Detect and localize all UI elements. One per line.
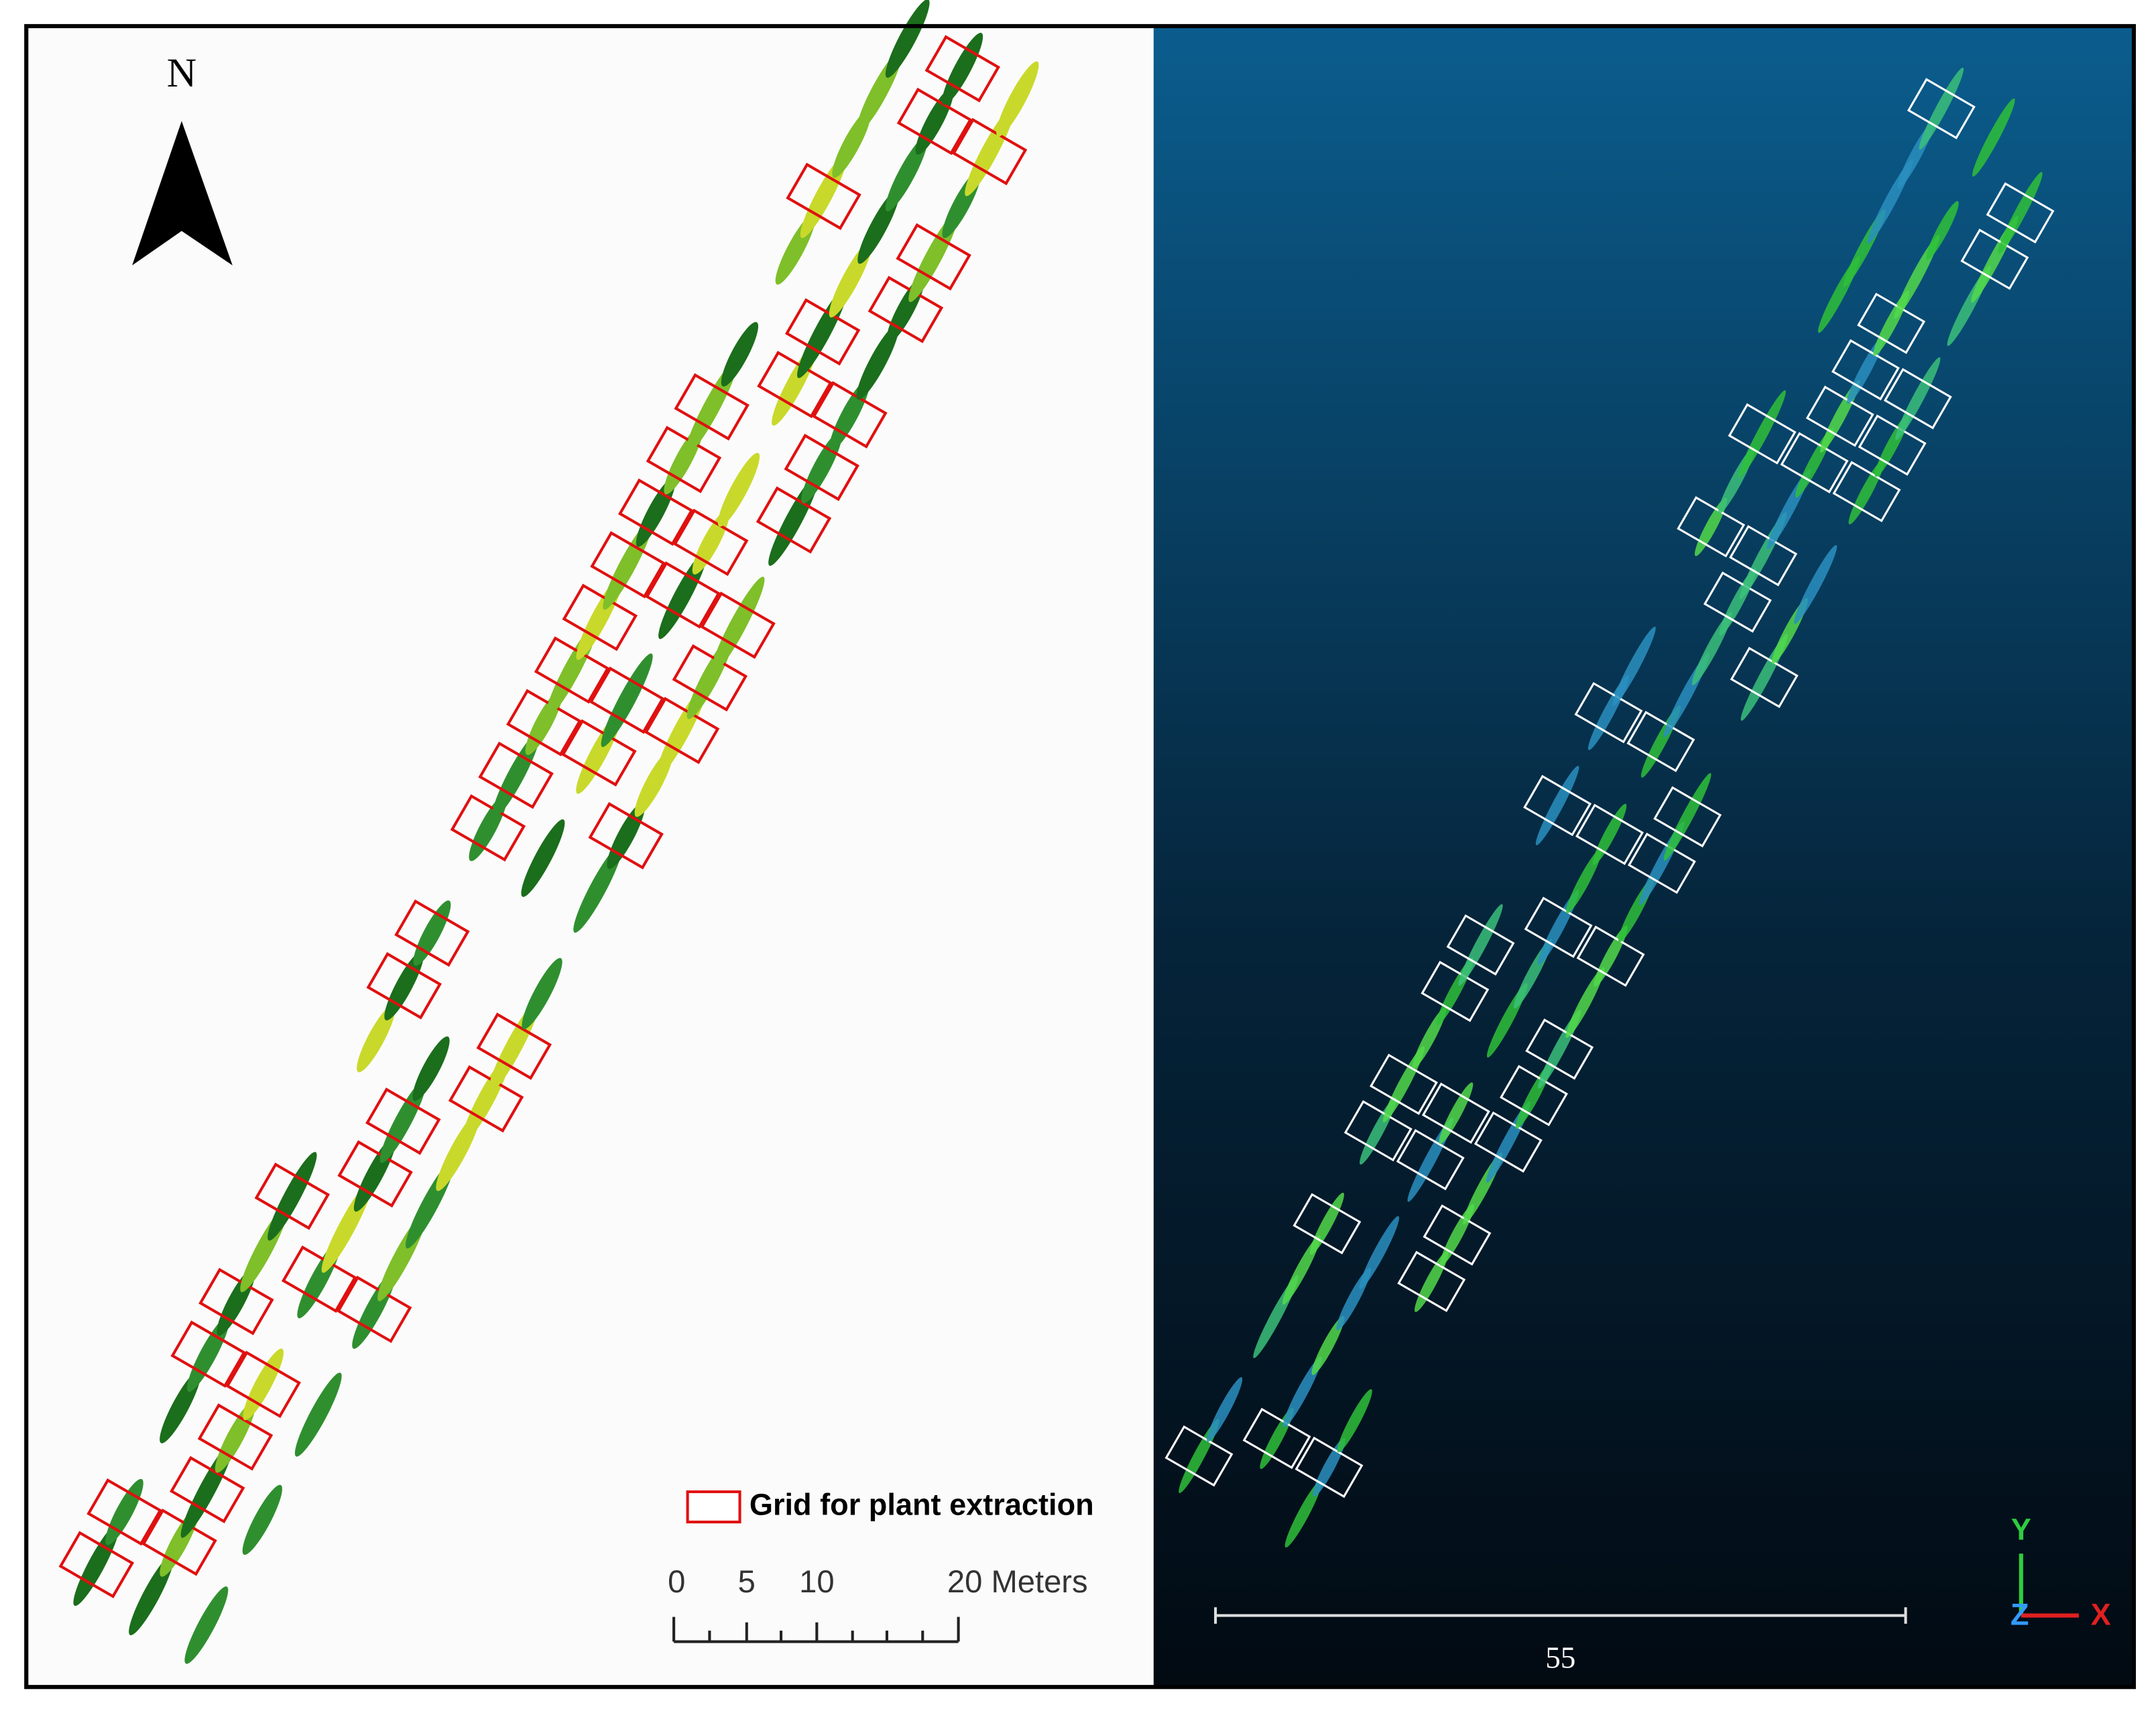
plant-row [856,324,899,400]
scale-label: 20 Meters [947,1564,1088,1599]
point-row [1311,1315,1345,1375]
grid-cell [254,1163,331,1230]
grid-cell [394,899,470,967]
grid-cell [786,162,861,231]
point-row [1926,200,1959,260]
axis-label-z: Z [2011,1598,2029,1632]
plant-row [885,136,928,212]
point-row [1793,544,1838,624]
grid-cell [1446,914,1515,976]
grid-cell [1523,774,1592,837]
plant-row [996,61,1039,137]
grid-cell [1293,1193,1362,1254]
scale-bar [672,1616,960,1643]
point-row [1535,766,1579,845]
grid-cell [225,1350,301,1419]
grid-cell [700,591,776,659]
point-row [1337,1389,1372,1453]
point-row [1313,1437,1345,1497]
axis-label-y: Y [2011,1512,2031,1546]
grid-cell [170,1456,245,1524]
point-row [1207,1377,1243,1442]
point-cloud-features [1164,67,2055,1548]
grid-cell [784,433,859,502]
grid-cell [366,952,442,1020]
point-row [1919,67,1964,150]
grid-cell [197,1403,274,1471]
cloud-scale-label: 55 [1545,1641,1575,1675]
grid-cell [1575,803,1644,866]
plant-row [942,32,983,105]
grid-cell [476,1012,552,1080]
plant-row [242,1484,282,1555]
point-row [1612,626,1656,706]
plant-row [357,1004,396,1073]
plant-row [184,1586,229,1664]
point-row [1663,773,1712,861]
scale-label: 0 [668,1564,685,1599]
plant-row [601,653,653,748]
scale-label: 10 [799,1564,834,1599]
map-features [58,0,1039,1664]
grid-cell [1728,403,1797,465]
plant-row [267,1152,317,1241]
grid-cell [58,1531,135,1598]
grid-cell [588,802,664,870]
point-row [1458,904,1503,986]
cloud-scale-bar [1214,1607,1907,1624]
grid-cell [478,742,554,809]
plant-row [721,322,759,387]
plant-row [294,1372,342,1457]
map-panel [26,25,1154,1688]
point-row [1972,98,2015,177]
plant-row [522,957,562,1030]
grid-cell [170,1320,246,1388]
scale-label: 5 [738,1564,756,1599]
axis-gizmo [2019,1553,2079,1618]
grid-cell [1653,786,1722,848]
point-row [1738,390,1786,478]
grid-cell [924,35,1000,103]
plant-row [711,577,765,674]
point-row [1359,1216,1400,1289]
grid-cell [1421,1082,1490,1144]
north-arrow [132,121,233,266]
axis-label-x: X [2091,1598,2111,1632]
frame [24,23,2137,1690]
point-row [1998,172,2043,254]
plant-row [412,1036,450,1101]
legend-label: Grid for plant extraction [750,1487,1094,1521]
grid-cell [1369,1053,1438,1115]
legend-swatch [686,1490,741,1524]
grid-cell [896,223,971,291]
grid-cell [86,1478,162,1546]
grid-cell [1986,182,2055,244]
north-label: N [167,50,196,96]
grid-cell [674,373,750,441]
grid-cell [1907,78,1976,139]
grid-cell [365,1087,441,1155]
grid-cell [590,531,666,599]
point-row [1895,357,1941,440]
grid-cell [618,478,694,546]
grid-cell [589,666,665,734]
point-row [1284,1480,1322,1548]
grid-cell [1397,1250,1466,1313]
plant-row [717,453,760,527]
grid-cell [645,561,721,629]
plant-row [521,819,565,897]
plant-row [885,0,930,78]
grid-cell [1396,1128,1465,1191]
grid-cell [1883,367,1952,430]
